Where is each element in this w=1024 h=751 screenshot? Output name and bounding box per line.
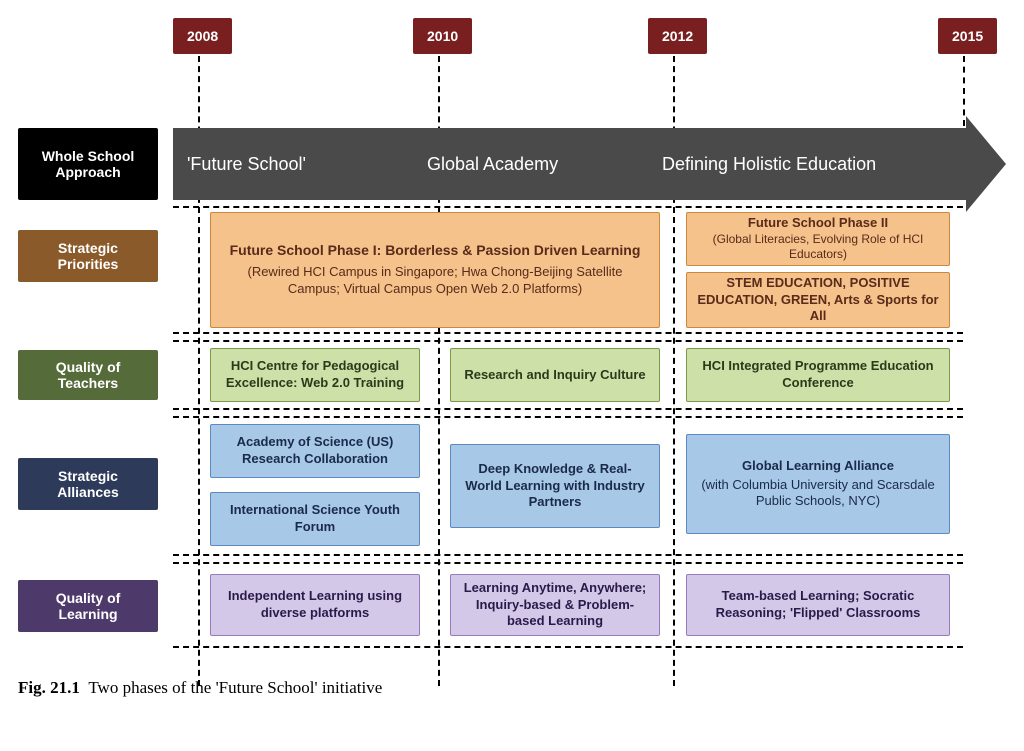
cell-stem: STEM EDUCATION, POSITIVE EDUCATION, GREE…	[686, 272, 950, 328]
arrow-seg-global-academy: Global Academy	[413, 128, 648, 200]
cell-pedagogical-excellence: HCI Centre for Pedagogical Excellence: W…	[210, 348, 420, 402]
cell-independent-learning: Independent Learning using diverse platf…	[210, 574, 420, 636]
cell-phase2-title: Future School Phase II	[748, 215, 888, 232]
cell-gla-title: Global Learning Alliance	[742, 458, 894, 475]
cell-academy-science: Academy of Science (US) Research Collabo…	[210, 424, 420, 478]
figure-number: Fig. 21.1	[18, 678, 80, 697]
cell-global-learning-alliance: Global Learning Alliance (with Columbia …	[686, 434, 950, 534]
cell-phase2: Future School Phase II (Global Literacie…	[686, 212, 950, 266]
year-box-2010: 2010	[413, 18, 472, 54]
row-label-strategic-alliances: Strategic Alliances	[18, 458, 158, 510]
timeline-diagram: 2008 2010 2012 2015 Whole School Approac…	[18, 18, 1006, 708]
figure-caption: Fig. 21.1 Two phases of the 'Future Scho…	[18, 678, 382, 698]
row-label-quality-learning: Quality of Learning	[18, 580, 158, 632]
cell-research-inquiry: Research and Inquiry Culture	[450, 348, 660, 402]
cell-intl-science-forum: International Science Youth Forum	[210, 492, 420, 546]
row-label-quality-teachers: Quality of Teachers	[18, 350, 158, 400]
cell-gla-body: (with Columbia University and Scarsdale …	[697, 477, 939, 510]
arrow-head-icon	[966, 116, 1006, 212]
year-box-2008: 2008	[173, 18, 232, 54]
cell-team-based: Team-based Learning; Socratic Reasoning;…	[686, 574, 950, 636]
arrow-seg-defining-holistic: Defining Holistic Education	[648, 128, 966, 200]
cell-deep-knowledge: Deep Knowledge & Real-World Learning wit…	[450, 444, 660, 528]
figure-caption-text: Two phases of the 'Future School' initia…	[88, 678, 382, 697]
row-label-strategic-priorities: Strategic Priorities	[18, 230, 158, 282]
cell-phase1-title: Future School Phase I: Borderless & Pass…	[230, 242, 641, 260]
cell-anytime-anywhere: Learning Anytime, Anywhere; Inquiry-base…	[450, 574, 660, 636]
vline-2015	[963, 56, 965, 126]
arrow-seg-future-school: 'Future School'	[173, 128, 413, 200]
year-box-2012: 2012	[648, 18, 707, 54]
cell-phase1: Future School Phase I: Borderless & Pass…	[210, 212, 660, 328]
arrow-band: 'Future School' Global Academy Defining …	[173, 128, 966, 200]
cell-phase1-body: (Rewired HCI Campus in Singapore; Hwa Ch…	[221, 264, 649, 297]
cell-phase2-body: (Global Literacies, Evolving Role of HCI…	[697, 232, 939, 263]
year-box-2015: 2015	[938, 18, 997, 54]
row-label-whole-school: Whole School Approach	[18, 128, 158, 200]
cell-ip-conference: HCI Integrated Programme Education Confe…	[686, 348, 950, 402]
